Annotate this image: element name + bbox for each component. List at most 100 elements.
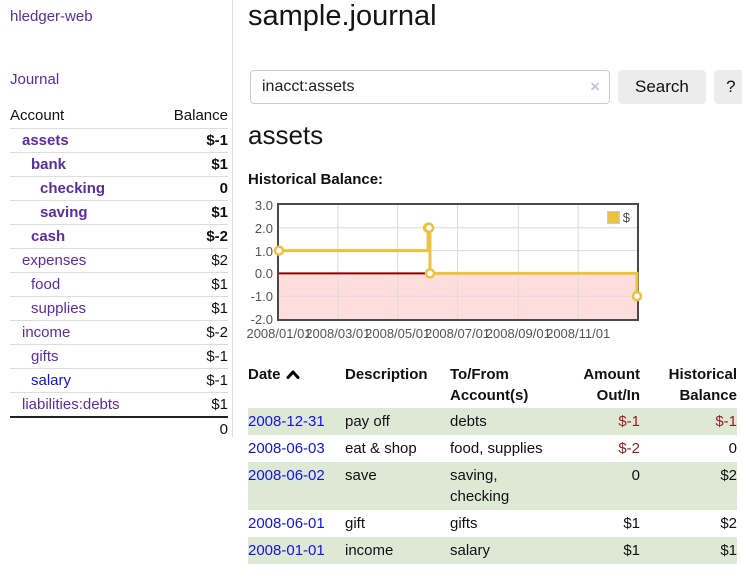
legend-label: $ xyxy=(622,210,630,225)
transaction-amount: $-1 xyxy=(618,413,640,430)
transaction-amount: $-2 xyxy=(618,440,640,457)
account-row: assets $-1 xyxy=(10,128,228,153)
data-point xyxy=(423,222,435,234)
y-axis-tick-label: -1.0 xyxy=(250,289,273,305)
account-row: food $1 xyxy=(10,272,228,297)
register-row: 2008-01-01 income salary $1 $1 xyxy=(248,537,737,564)
data-point xyxy=(631,290,643,302)
account-balance: $1 xyxy=(155,272,228,297)
search-button[interactable]: Search xyxy=(618,70,706,104)
account-link[interactable]: saving xyxy=(40,204,88,221)
account-link[interactable]: assets xyxy=(22,132,69,149)
y-axis-tick-label: 1.0 xyxy=(254,243,273,259)
register-header-date[interactable]: Date xyxy=(248,362,345,408)
transaction-accounts: food, supplies xyxy=(450,440,543,457)
search-input[interactable] xyxy=(250,70,610,104)
x-axis-tick-label: 2008/07/01 xyxy=(424,326,491,341)
transaction-accounts: saving, checking xyxy=(450,467,510,505)
chart-svg xyxy=(273,205,643,319)
help-button[interactable]: ? xyxy=(713,70,742,104)
transaction-balance: 0 xyxy=(728,440,737,457)
register-row: 2008-06-03 eat & shop food, supplies $-2… xyxy=(248,435,737,462)
account-balance: $-1 xyxy=(155,344,228,369)
account-link[interactable]: food xyxy=(31,276,61,293)
register-body: 2008-12-31 pay off debts $-1 $-1 2008-06… xyxy=(248,408,737,564)
x-axis-tick-label: 2008/09/01 xyxy=(485,326,551,341)
transaction-date-link[interactable]: 2008-12-31 xyxy=(248,413,325,430)
y-axis-tick-label: 2.0 xyxy=(254,220,273,236)
accounts-total-row: 0 xyxy=(10,416,228,441)
account-link[interactable]: checking xyxy=(40,180,106,197)
account-row: expenses $2 xyxy=(10,248,228,273)
y-axis-tick-label: 3.0 xyxy=(254,198,273,213)
account-link[interactable]: cash xyxy=(31,228,66,245)
register-table: Date Description To/From Account(s) Amou… xyxy=(248,362,737,564)
accounts-body: assets $-1 bank $1 checking 0 saving $1 … xyxy=(10,128,228,417)
transaction-accounts: salary xyxy=(450,542,491,559)
x-axis-tick-label: 2008/01/01 xyxy=(246,326,312,341)
account-balance: $2 xyxy=(155,248,228,273)
account-balance: $-2 xyxy=(155,224,228,249)
register-header-description: Description xyxy=(345,366,428,383)
register-header-accounts: To/From Account(s) xyxy=(450,366,529,404)
sort-ascending-icon xyxy=(286,365,300,386)
account-balance: $1 xyxy=(155,392,228,417)
accounts-table: Account Balance assets $-1 bank $1 check… xyxy=(10,104,228,441)
clear-search-icon[interactable]: × xyxy=(590,77,600,96)
accounts-total-balance: 0 xyxy=(155,416,228,441)
transaction-description: pay off xyxy=(345,413,390,430)
account-link[interactable]: income xyxy=(22,324,71,341)
page-title: sample.journal xyxy=(248,0,437,32)
account-link[interactable]: gifts xyxy=(31,348,59,365)
transaction-date-link[interactable]: 2008-06-03 xyxy=(248,440,325,457)
x-axis-tick-label: 2008/11/01 xyxy=(546,326,611,341)
register-row: 2008-12-31 pay off debts $-1 $-1 xyxy=(248,408,737,435)
account-row: checking 0 xyxy=(10,176,228,201)
chart-plot-area: $ xyxy=(273,203,643,321)
transaction-balance: $2 xyxy=(720,467,737,484)
account-heading: assets xyxy=(248,120,324,150)
chart-legend: $ xyxy=(604,209,632,226)
account-row: gifts $-1 xyxy=(10,344,228,369)
transaction-balance: $-1 xyxy=(715,413,737,430)
account-link[interactable]: salary xyxy=(31,372,72,389)
accounts-header-row: Account Balance xyxy=(10,104,228,129)
account-link[interactable]: supplies xyxy=(31,300,87,317)
accounts-header-balance: Balance xyxy=(173,107,228,124)
account-row: salary $-1 xyxy=(10,368,228,393)
transaction-amount: $1 xyxy=(623,515,640,532)
transaction-date-link[interactable]: 2008-06-01 xyxy=(248,515,325,532)
x-axis-tick-label: 2008/03/01 xyxy=(305,326,371,341)
account-row: liabilities:debts $1 xyxy=(10,392,228,417)
account-balance: $1 xyxy=(155,152,228,177)
transaction-description: income xyxy=(345,542,394,559)
transaction-amount: $1 xyxy=(623,542,640,559)
transaction-date-link[interactable]: 2008-06-02 xyxy=(248,467,325,484)
account-balance: $-2 xyxy=(155,320,228,345)
account-row: income $-2 xyxy=(10,320,228,345)
account-link[interactable]: expenses xyxy=(22,252,87,269)
register-header-row: Date Description To/From Account(s) Amou… xyxy=(248,362,737,408)
account-balance: $1 xyxy=(155,200,228,225)
account-link[interactable]: bank xyxy=(31,156,67,173)
transaction-amount: 0 xyxy=(631,467,640,484)
chart: $ 3.0 2.0 1.0 0.0 -1.0 -2.0 2008/01/01 2008/03/… xyxy=(246,198,742,348)
account-link[interactable]: liabilities:debts xyxy=(22,396,120,413)
legend-swatch xyxy=(606,211,620,224)
sidebar-item-journal[interactable]: Journal xyxy=(10,71,60,88)
account-row: supplies $1 xyxy=(10,296,228,321)
account-balance: 0 xyxy=(155,176,228,201)
account-balance: $1 xyxy=(155,296,228,321)
app-brand-link[interactable]: hledger-web xyxy=(10,8,93,25)
account-balance: $-1 xyxy=(155,128,228,153)
accounts-header-account: Account xyxy=(10,107,65,124)
register-row: 2008-06-02 save saving, checking 0 $2 xyxy=(248,462,737,510)
transaction-accounts: gifts xyxy=(450,515,478,532)
transaction-date-link[interactable]: 2008-01-01 xyxy=(248,542,325,559)
transaction-accounts: debts xyxy=(450,413,487,430)
y-axis-tick-label: -2.0 xyxy=(250,312,273,327)
transaction-description: save xyxy=(345,467,377,484)
data-point xyxy=(424,268,436,279)
data-point xyxy=(273,245,285,256)
accounts-total-spacer xyxy=(10,416,156,441)
